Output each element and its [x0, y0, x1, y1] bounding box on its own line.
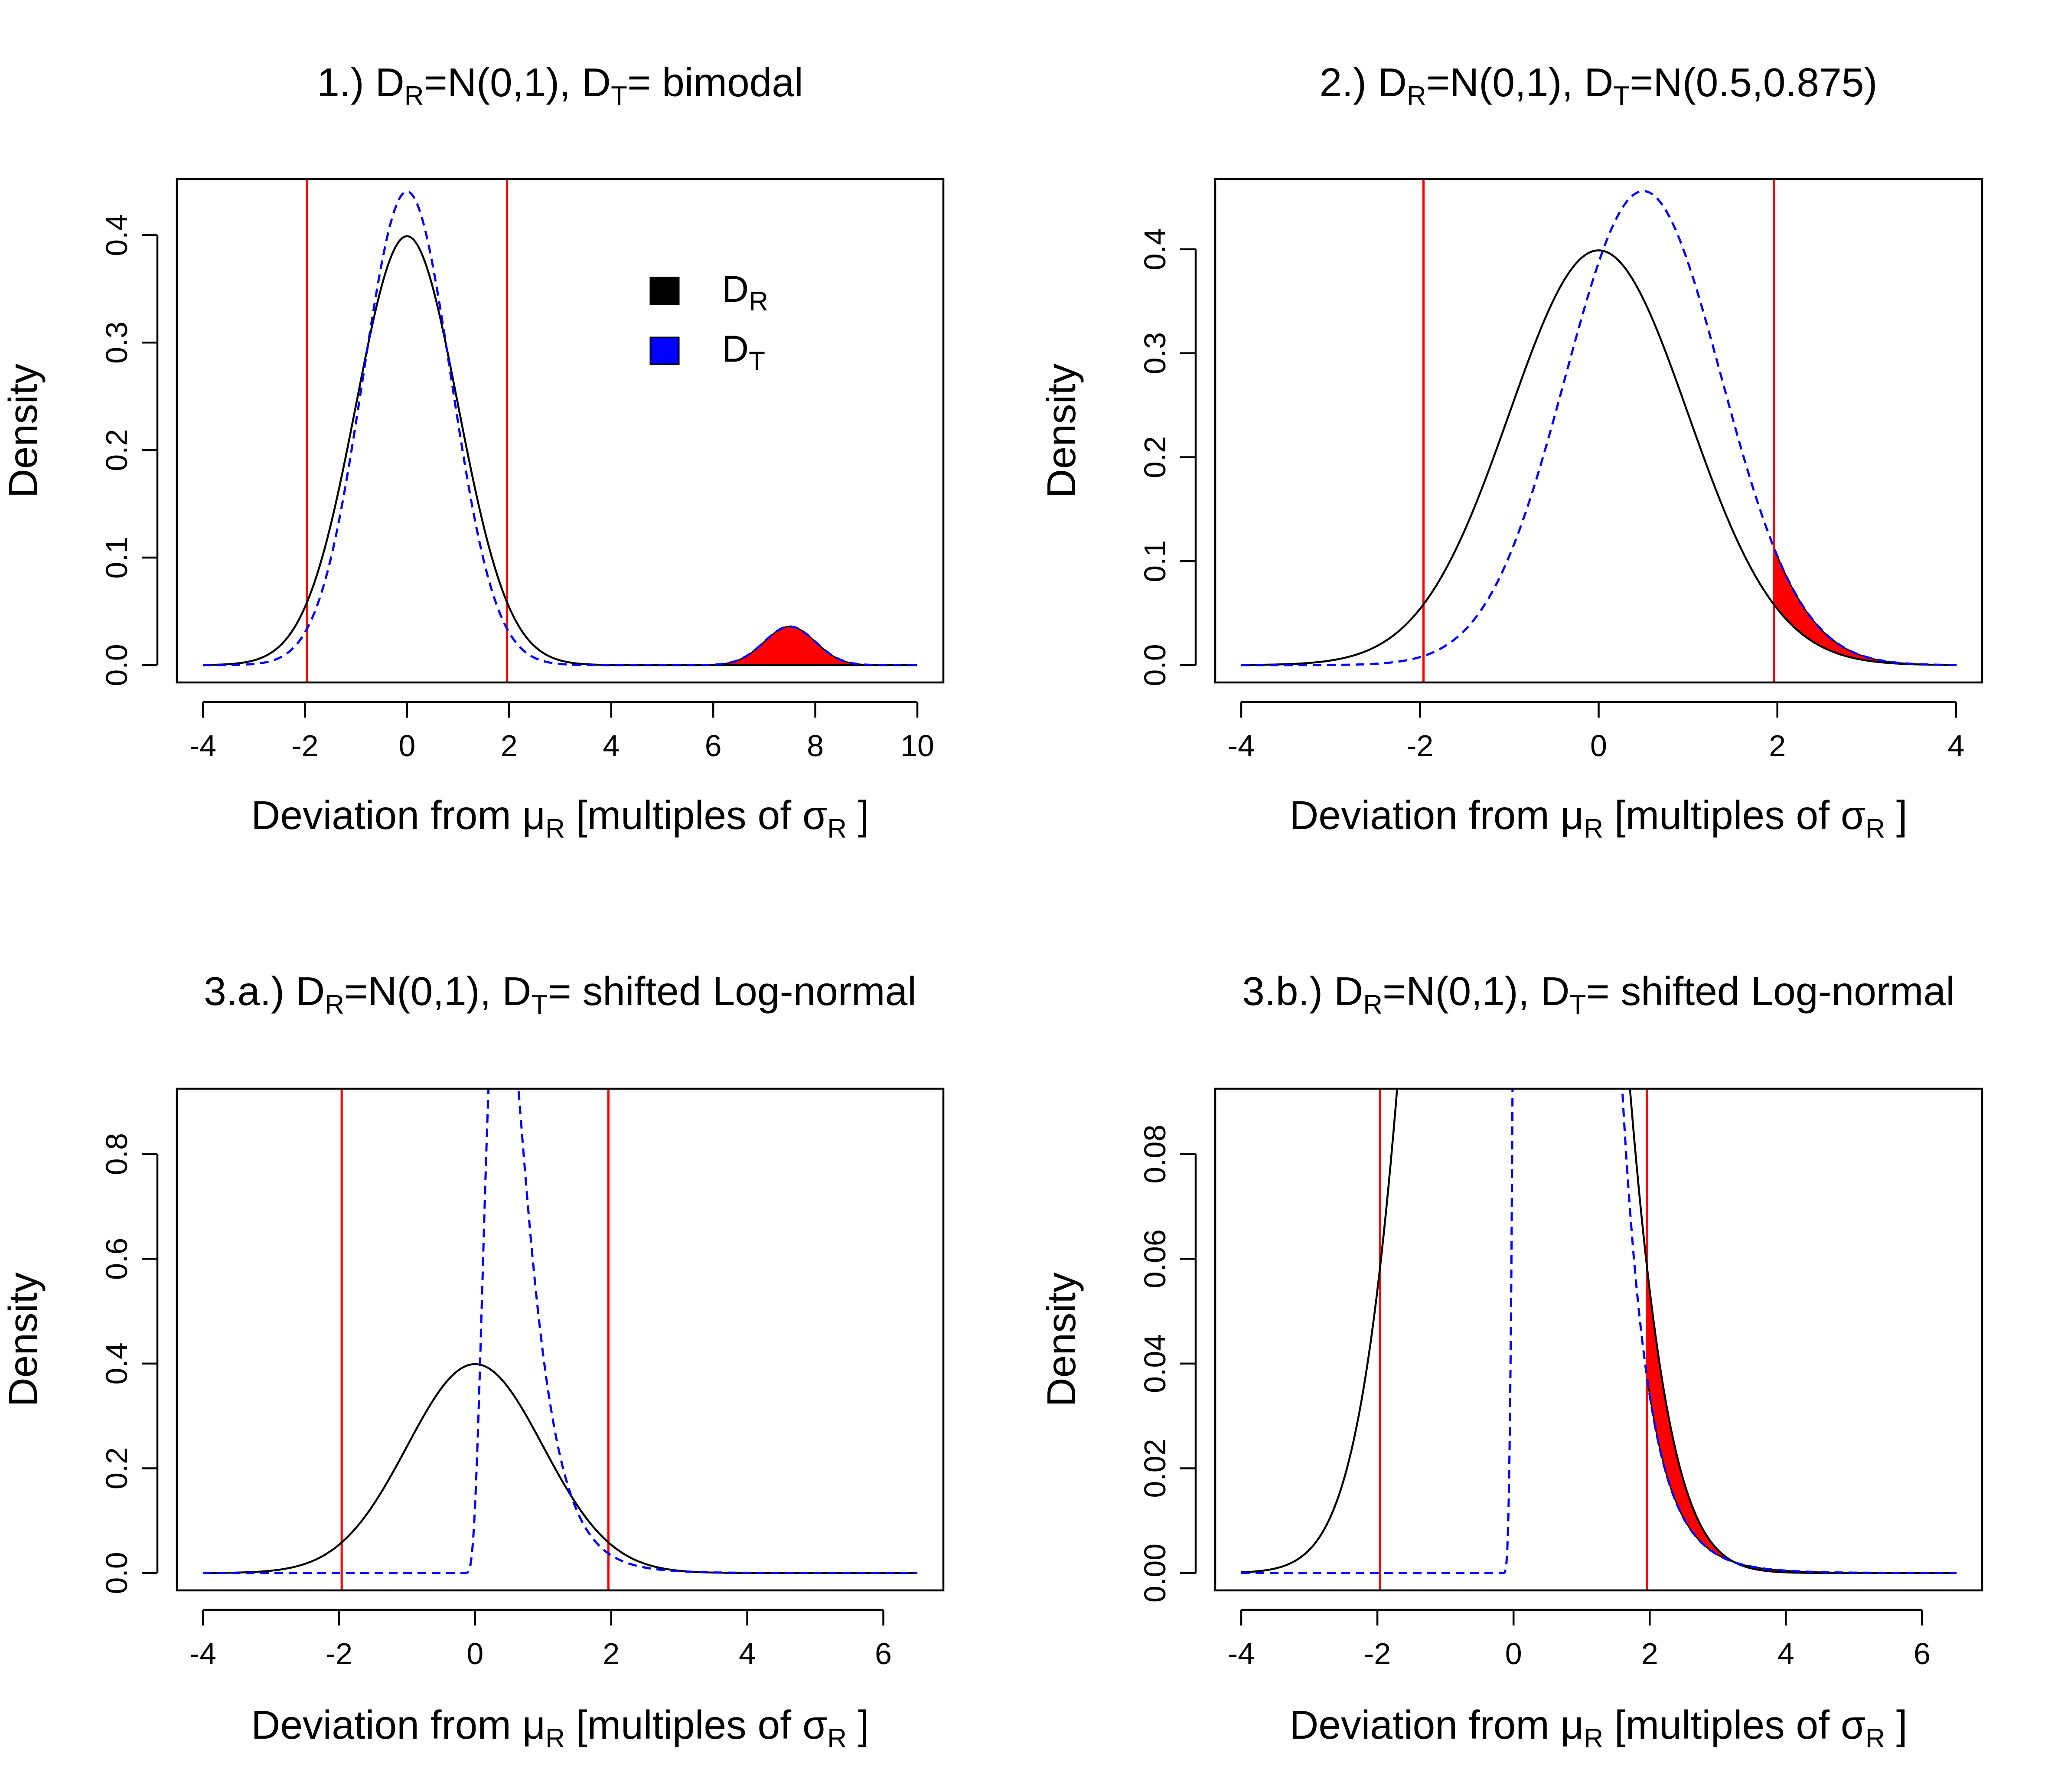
- plot-frame: [176, 178, 945, 684]
- panel-3-b: -4 -2 0 2 4 6 0.00 0.02 0.04 0.06 0.08 3.b.) DR=N(0…: [1039, 969, 1983, 1753]
- x-tick-label: 6: [705, 729, 722, 763]
- y-tick-label: 0.4: [100, 214, 134, 256]
- y-tick-label: 0.2: [1138, 436, 1172, 478]
- panel-2: -4 -2 0 2 4 0.0 0.1 0.2 0.3 0.4 2.) DR=N(0,1), DT=…: [1039, 60, 1983, 844]
- y-axis-label: Density: [0, 1272, 46, 1407]
- plot-area: [1241, 1089, 1957, 1590]
- shaded-difference-area: [1773, 547, 1957, 666]
- plot-frame: [1214, 1087, 1983, 1592]
- x-tick-label: -2: [291, 729, 318, 763]
- x-tick-label: -2: [326, 1637, 352, 1671]
- y-tick-label: 0.04: [1138, 1334, 1172, 1393]
- plot-frame: [1214, 178, 1983, 684]
- y-tick-label: 0.3: [1138, 332, 1172, 374]
- y-tick-label: 0.2: [100, 429, 134, 471]
- dt-density-curve: [203, 190, 917, 666]
- y-tick-label: 0.0: [100, 1552, 134, 1594]
- x-tick-label: -2: [1406, 729, 1433, 763]
- y-tick-label: 0.8: [100, 1133, 134, 1175]
- x-tick-label: 4: [603, 729, 620, 763]
- x-tick-label: 0: [1505, 1637, 1522, 1671]
- x-tick-label: -4: [1228, 729, 1255, 763]
- legend-swatch-dr: [649, 277, 680, 305]
- y-tick-label: 0.4: [100, 1342, 134, 1384]
- y-tick-label: 0.08: [1138, 1125, 1172, 1184]
- y-tick-label: 0.1: [100, 536, 134, 578]
- x-axis-label: Deviation from μR [multiples of σR ]: [251, 793, 869, 844]
- dr-density-curve: [202, 235, 917, 666]
- y-tick-label: 0.1: [1138, 540, 1172, 582]
- y-tick-label: 0.4: [1138, 228, 1172, 270]
- plot-area: [203, 1089, 917, 1590]
- y-tick-label: 0.2: [100, 1447, 134, 1489]
- legend-label-dt: DT: [722, 328, 765, 376]
- y-tick-label: 0.0: [100, 644, 134, 686]
- x-tick-label: 6: [875, 1637, 892, 1671]
- legend: DR DT: [649, 268, 768, 376]
- plot-frame: [176, 1087, 945, 1592]
- x-tick-label: 8: [807, 729, 824, 763]
- x-axis-label: Deviation from μR [multiples of σR ]: [251, 1702, 869, 1753]
- x-tick-label: -4: [1228, 1637, 1255, 1671]
- y-tick-label: 0.06: [1138, 1229, 1172, 1288]
- x-tick-label: -4: [189, 1637, 216, 1671]
- x-tick-label: 6: [1914, 1637, 1931, 1671]
- x-tick-label: -4: [189, 729, 216, 763]
- x-tick-label: 4: [1948, 729, 1965, 763]
- x-tick-label: -2: [1364, 1637, 1391, 1671]
- y-tick-label: 0.0: [1138, 644, 1172, 686]
- x-tick-label: 4: [739, 1637, 756, 1671]
- x-tick-label: 4: [1777, 1637, 1794, 1671]
- dr-density-curve: [1241, 249, 1956, 666]
- plot-area: [202, 179, 917, 682]
- panel-1: -4 -2 0 2 4 6 8 10 0.0 0.1 0.2 0.3 0.4 1.) DR=N(0,1),…: [0, 60, 945, 844]
- dt-density-curve: [203, 1089, 917, 1574]
- panel-title: 3.b.) DR=N(0,1), DT= shifted Log-normal: [1242, 969, 1955, 1020]
- y-axis-label: Density: [1039, 1272, 1084, 1407]
- dr-density-curve: [1241, 1089, 1956, 1574]
- x-tick-label: 2: [1769, 729, 1786, 763]
- dt-density-curve: [1241, 1089, 1956, 1574]
- legend-label-dr: DR: [722, 268, 768, 317]
- y-tick-label: 0.00: [1138, 1544, 1172, 1603]
- plot-area: [1241, 179, 1957, 682]
- panel-3-a: -4 -2 0 2 4 6 0.0 0.2 0.4 0.6 0.8 3.a.) DR=N(0,1), …: [0, 969, 945, 1753]
- panel-title: 2.) DR=N(0,1), DT=N(0.5,0.875): [1319, 60, 1877, 111]
- x-tick-label: 2: [1641, 1637, 1658, 1671]
- x-tick-label: 10: [900, 729, 934, 763]
- x-tick-label: 0: [466, 1637, 483, 1671]
- panel-title: 1.) DR=N(0,1), DT= bimodal: [317, 60, 803, 111]
- y-axis-label: Density: [0, 363, 46, 498]
- shaded-difference-area: [712, 626, 917, 666]
- y-axis-label: Density: [1039, 363, 1084, 498]
- dr-density-curve: [203, 1363, 917, 1574]
- y-tick-label: 0.6: [100, 1238, 134, 1280]
- legend-swatch-dt: [649, 336, 680, 365]
- x-axis-label: Deviation from μR [multiples of σR ]: [1289, 793, 1908, 844]
- x-tick-label: 2: [603, 1637, 620, 1671]
- panel-title: 3.a.) DR=N(0,1), DT= shifted Log-normal: [204, 969, 916, 1020]
- shaded-difference-area: [1646, 1267, 1957, 1574]
- x-tick-label: 0: [398, 729, 415, 763]
- x-tick-label: 0: [1590, 729, 1607, 763]
- y-tick-label: 0.02: [1138, 1439, 1172, 1498]
- dt-density-curve: [1241, 190, 1956, 666]
- y-tick-label: 0.3: [100, 321, 134, 363]
- x-axis-label: Deviation from μR [multiples of σR ]: [1289, 1702, 1908, 1753]
- x-tick-label: 2: [501, 729, 518, 763]
